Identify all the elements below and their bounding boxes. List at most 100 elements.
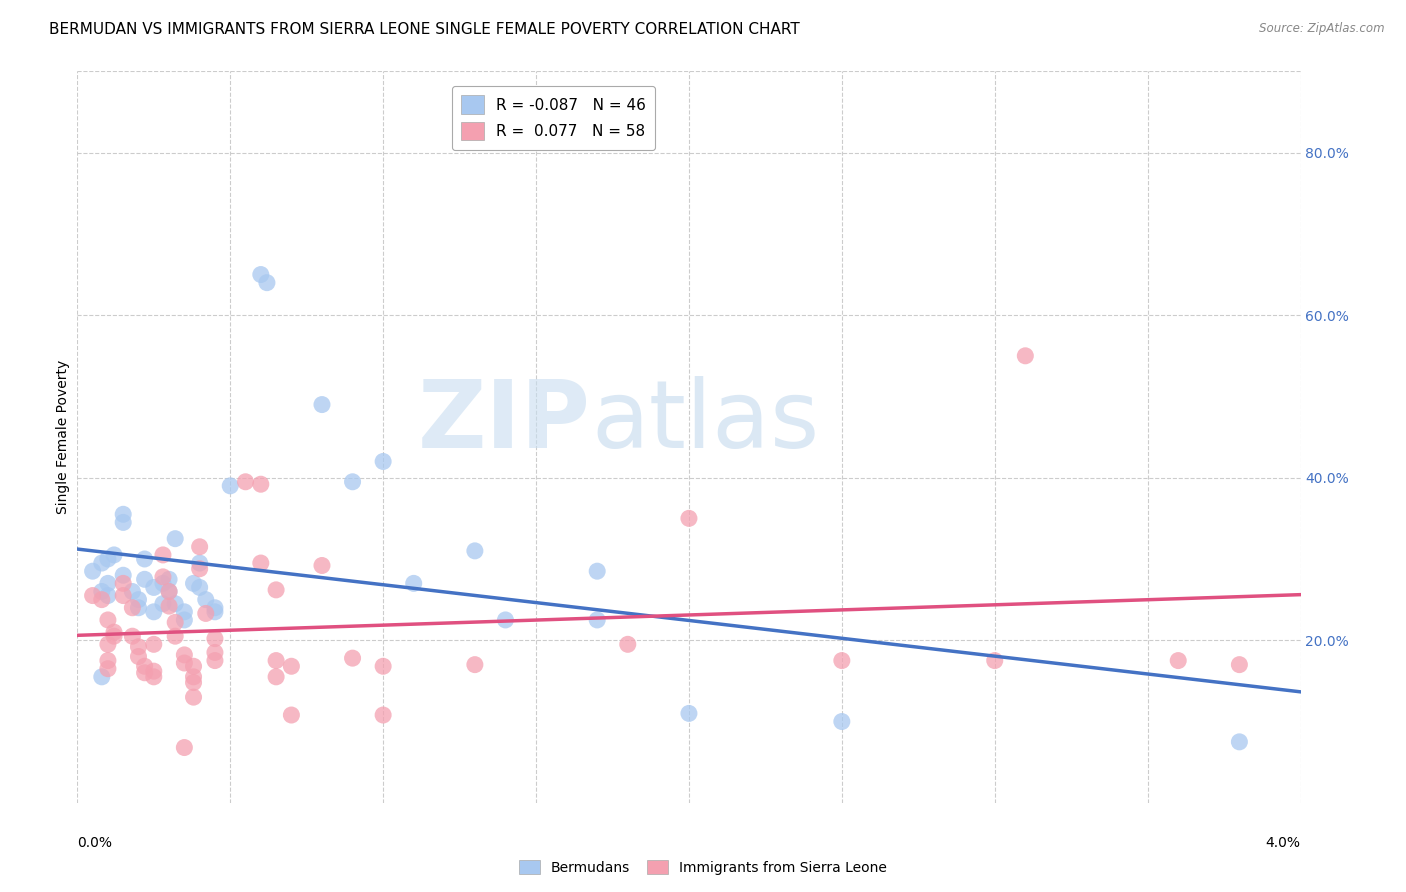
Point <box>250 477 273 491</box>
Point <box>342 651 364 665</box>
Point <box>204 654 226 668</box>
Point <box>97 613 120 627</box>
Legend: R = -0.087   N = 46, R =  0.077   N = 58: R = -0.087 N = 46, R = 0.077 N = 58 <box>451 87 655 150</box>
Point <box>173 656 195 670</box>
Point <box>142 664 165 678</box>
Text: ZIP: ZIP <box>418 376 591 468</box>
Point <box>188 581 211 595</box>
Point <box>173 613 195 627</box>
Point <box>128 592 150 607</box>
Point <box>112 568 135 582</box>
Point <box>97 637 120 651</box>
Point <box>128 640 150 654</box>
Point <box>183 659 205 673</box>
Point <box>183 670 205 684</box>
Point <box>112 508 135 522</box>
Point <box>142 581 165 595</box>
Point <box>617 637 640 651</box>
Point <box>97 662 120 676</box>
Point <box>165 532 187 546</box>
Point <box>90 584 112 599</box>
Point <box>152 576 174 591</box>
Point <box>204 605 226 619</box>
Point <box>90 556 112 570</box>
Point <box>121 600 143 615</box>
Point <box>984 654 1007 668</box>
Point <box>188 562 211 576</box>
Point <box>134 552 156 566</box>
Point <box>112 576 135 591</box>
Point <box>204 645 226 659</box>
Point <box>173 605 195 619</box>
Point <box>128 649 150 664</box>
Point <box>183 690 205 705</box>
Point <box>142 670 165 684</box>
Point <box>464 657 486 672</box>
Point <box>280 708 302 723</box>
Point <box>678 706 700 721</box>
Point <box>831 654 853 668</box>
Point <box>235 475 257 489</box>
Point <box>280 659 302 673</box>
Point <box>264 670 287 684</box>
Point <box>219 479 242 493</box>
Point <box>142 637 165 651</box>
Point <box>183 675 205 690</box>
Point <box>97 654 120 668</box>
Point <box>311 558 333 573</box>
Point <box>194 607 217 621</box>
Point <box>250 268 273 282</box>
Point <box>371 659 394 673</box>
Point <box>82 589 104 603</box>
Point <box>342 475 364 489</box>
Point <box>188 540 211 554</box>
Point <box>173 648 195 662</box>
Point <box>1014 349 1036 363</box>
Point <box>188 556 211 570</box>
Point <box>134 665 156 680</box>
Point <box>90 670 112 684</box>
Point <box>157 572 180 586</box>
Point <box>165 615 187 630</box>
Point <box>371 708 394 723</box>
Point <box>165 629 187 643</box>
Point <box>128 600 150 615</box>
Point <box>103 548 125 562</box>
Point <box>134 659 156 673</box>
Point <box>495 613 517 627</box>
Point <box>142 605 165 619</box>
Point <box>250 556 273 570</box>
Point <box>157 584 180 599</box>
Point <box>831 714 853 729</box>
Point <box>586 564 609 578</box>
Y-axis label: Single Female Poverty: Single Female Poverty <box>56 360 70 514</box>
Text: 0.0%: 0.0% <box>77 836 112 850</box>
Point <box>1229 657 1251 672</box>
Point <box>194 592 217 607</box>
Point <box>586 613 609 627</box>
Point <box>121 584 143 599</box>
Point <box>112 589 135 603</box>
Point <box>173 740 195 755</box>
Text: 4.0%: 4.0% <box>1265 836 1301 850</box>
Point <box>256 276 278 290</box>
Point <box>204 600 226 615</box>
Point <box>311 398 333 412</box>
Point <box>1167 654 1189 668</box>
Text: Source: ZipAtlas.com: Source: ZipAtlas.com <box>1260 22 1385 36</box>
Point <box>264 654 287 668</box>
Point <box>157 584 180 599</box>
Point <box>464 544 486 558</box>
Point <box>152 548 174 562</box>
Point <box>678 511 700 525</box>
Legend: Bermudans, Immigrants from Sierra Leone: Bermudans, Immigrants from Sierra Leone <box>513 855 893 880</box>
Point <box>97 589 120 603</box>
Text: BERMUDAN VS IMMIGRANTS FROM SIERRA LEONE SINGLE FEMALE POVERTY CORRELATION CHART: BERMUDAN VS IMMIGRANTS FROM SIERRA LEONE… <box>49 22 800 37</box>
Point <box>165 597 187 611</box>
Point <box>152 570 174 584</box>
Point <box>90 592 112 607</box>
Point <box>97 576 120 591</box>
Point <box>134 572 156 586</box>
Point <box>1229 735 1251 749</box>
Point <box>103 625 125 640</box>
